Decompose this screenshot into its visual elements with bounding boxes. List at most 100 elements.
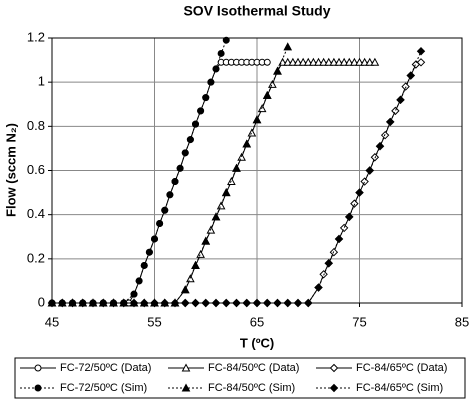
marker xyxy=(314,283,323,292)
x-tick-label: 55 xyxy=(147,314,161,329)
legend-text: FC-84/65ºC (Data) xyxy=(356,362,447,374)
marker xyxy=(212,65,220,73)
marker xyxy=(304,298,313,308)
marker xyxy=(161,206,169,214)
marker xyxy=(416,47,426,56)
marker xyxy=(406,71,415,80)
marker xyxy=(334,57,344,66)
marker xyxy=(355,188,364,197)
marker xyxy=(151,235,158,243)
x-tick-label: 45 xyxy=(45,314,59,329)
legend-text: FC-72/50ºC (Data) xyxy=(60,362,151,374)
marker xyxy=(283,42,293,51)
legend-marker xyxy=(329,383,339,393)
marker xyxy=(339,57,349,66)
marker xyxy=(181,149,189,157)
marker xyxy=(370,57,380,66)
marker xyxy=(217,49,225,57)
marker xyxy=(197,107,205,115)
marker xyxy=(211,212,221,221)
legend-marker xyxy=(34,364,42,372)
marker xyxy=(350,199,359,208)
marker xyxy=(329,57,339,66)
marker xyxy=(222,36,230,44)
y-tick-label: 1.2 xyxy=(27,29,45,44)
marker xyxy=(298,57,308,66)
marker xyxy=(99,298,108,308)
marker xyxy=(314,57,323,66)
marker xyxy=(416,58,426,67)
marker xyxy=(207,78,215,86)
marker xyxy=(176,164,184,172)
marker xyxy=(293,298,303,308)
marker xyxy=(58,298,67,308)
legend-box xyxy=(14,357,466,399)
marker xyxy=(386,117,395,127)
marker xyxy=(150,298,159,308)
legend-text: FC-84/65ºC (Sim) xyxy=(356,382,443,394)
marker xyxy=(78,298,87,308)
legend-text: FC-72/50ºC (Sim) xyxy=(60,382,147,394)
marker xyxy=(145,248,153,256)
marker xyxy=(396,95,405,105)
marker xyxy=(186,136,194,144)
marker xyxy=(119,298,128,308)
marker xyxy=(365,57,375,66)
marker xyxy=(237,152,246,161)
legend-text: FC-84/50ºC (Data) xyxy=(208,362,299,374)
y-tick-label: 0.4 xyxy=(27,206,45,221)
legend-text: FC-84/50ºC (Sim) xyxy=(208,382,295,394)
marker xyxy=(130,290,138,298)
marker xyxy=(360,177,369,186)
marker xyxy=(293,57,303,66)
marker xyxy=(171,178,179,186)
marker xyxy=(202,94,210,102)
marker xyxy=(88,298,98,308)
marker xyxy=(129,298,139,308)
marker xyxy=(242,298,251,308)
marker xyxy=(252,298,262,308)
legend-marker xyxy=(181,363,191,372)
marker xyxy=(181,298,190,308)
marker xyxy=(156,220,164,227)
y-tick-label: 0.6 xyxy=(27,162,45,177)
marker xyxy=(283,57,293,66)
marker xyxy=(273,298,282,308)
marker xyxy=(273,66,282,75)
y-tick-label: 1 xyxy=(38,74,45,89)
marker xyxy=(288,57,298,66)
marker xyxy=(309,57,318,66)
marker xyxy=(365,166,374,175)
marker xyxy=(268,79,277,88)
marker xyxy=(375,142,385,151)
marker xyxy=(334,234,344,244)
marker xyxy=(303,57,313,66)
y-tick-label: 0 xyxy=(38,294,45,309)
marker xyxy=(391,106,400,116)
marker xyxy=(109,298,118,308)
marker xyxy=(262,90,272,99)
marker xyxy=(247,128,257,137)
marker xyxy=(345,212,354,222)
marker xyxy=(160,298,169,308)
marker xyxy=(355,57,364,66)
y-axis-label: Flow (sccm N₂) xyxy=(3,123,18,217)
marker xyxy=(252,115,262,124)
marker xyxy=(222,298,231,308)
marker xyxy=(324,259,333,268)
marker xyxy=(319,57,328,66)
marker xyxy=(242,139,252,148)
x-tick-label: 65 xyxy=(250,314,264,329)
marker xyxy=(221,188,231,197)
marker xyxy=(232,163,241,172)
marker xyxy=(350,57,359,66)
y-tick-label: 0.8 xyxy=(27,118,45,133)
legend-marker xyxy=(34,384,42,392)
marker xyxy=(68,298,77,308)
marker xyxy=(339,223,349,233)
marker xyxy=(232,298,241,308)
marker xyxy=(263,298,272,308)
marker xyxy=(211,298,221,308)
marker xyxy=(192,120,199,128)
y-tick-label: 0.2 xyxy=(27,250,45,265)
